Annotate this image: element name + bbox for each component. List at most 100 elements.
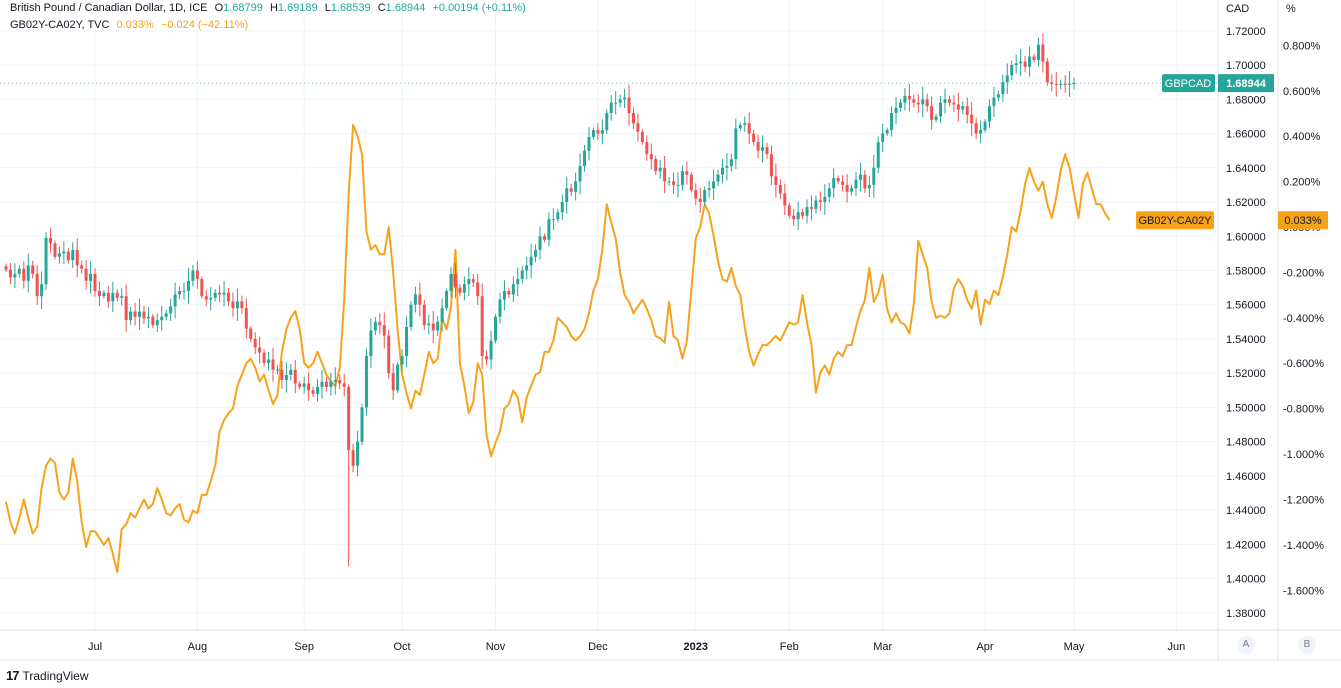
candle-body	[253, 338, 257, 348]
candle-body	[974, 123, 978, 134]
candle	[609, 95, 613, 121]
candle	[591, 127, 595, 140]
candle-body	[298, 383, 302, 387]
candle-body	[320, 381, 324, 387]
candle	[458, 284, 462, 297]
candle-body	[267, 359, 271, 363]
candle	[787, 202, 791, 219]
candle	[583, 145, 587, 172]
candle	[146, 306, 150, 329]
close-value: 1.68944	[385, 2, 426, 14]
candle-body	[511, 284, 515, 295]
candle	[556, 208, 560, 223]
candle-body	[912, 99, 916, 103]
candle	[195, 260, 199, 289]
candle-body	[293, 369, 297, 384]
candle	[80, 260, 84, 274]
candle-body	[556, 212, 560, 220]
candle	[841, 174, 845, 192]
candle-body	[1019, 61, 1023, 64]
candle-body	[881, 133, 885, 143]
candle	[97, 281, 101, 306]
candle	[17, 265, 21, 278]
candle	[934, 113, 938, 123]
candle	[155, 313, 159, 332]
candle	[689, 172, 693, 193]
candle-body	[534, 249, 538, 257]
candle	[858, 162, 862, 192]
candle	[649, 143, 653, 170]
candle-body	[885, 130, 889, 134]
candle	[311, 386, 315, 398]
candle-body	[952, 102, 956, 105]
candle	[227, 288, 231, 306]
candle	[987, 99, 991, 129]
candle-body	[565, 188, 569, 203]
candle	[391, 363, 395, 401]
candle	[867, 176, 871, 198]
candle	[778, 179, 782, 200]
candle	[854, 172, 858, 197]
auto-scale-button[interactable]: A	[1237, 636, 1255, 654]
left-axis-tick-label: 1.44000	[1226, 505, 1266, 517]
candle	[120, 288, 124, 306]
candle-body	[778, 184, 782, 194]
candle	[894, 97, 898, 124]
candle	[814, 195, 818, 214]
candle	[271, 347, 275, 382]
candle-body	[485, 356, 489, 360]
candle	[26, 253, 30, 293]
candle	[529, 243, 533, 279]
candle-body	[542, 236, 546, 240]
candle-body	[623, 97, 627, 100]
candle	[605, 109, 609, 134]
right-axis-tick-label: -0.800%	[1283, 404, 1324, 416]
candle	[316, 379, 320, 402]
candle	[129, 306, 133, 325]
right-axis-tick-label: -1.600%	[1283, 585, 1324, 597]
candle	[792, 209, 796, 226]
candle	[400, 349, 404, 372]
candle-body	[351, 450, 355, 466]
candle	[876, 136, 880, 174]
candle	[360, 403, 364, 446]
candle-body	[222, 292, 226, 295]
candle-body	[890, 112, 894, 131]
candle	[1036, 37, 1040, 67]
candle-body	[453, 273, 457, 288]
tradingview-logo-icon: 17	[6, 668, 20, 683]
candle	[872, 154, 876, 198]
candle	[462, 276, 466, 301]
candle	[551, 208, 555, 230]
candle-body	[49, 237, 53, 244]
candle-body	[516, 279, 520, 285]
x-axis-tick-label: Mar	[873, 641, 892, 653]
candle-body	[738, 124, 742, 129]
candle-body	[787, 205, 791, 216]
candle-body	[725, 166, 729, 168]
candle	[111, 281, 115, 313]
candle	[22, 261, 26, 289]
candle-body	[907, 95, 911, 100]
candle	[302, 376, 306, 394]
gbpcad-price-bg	[1218, 74, 1274, 93]
candle	[1072, 77, 1076, 90]
candle-body	[854, 179, 858, 189]
candle	[979, 120, 983, 144]
candle-body	[712, 181, 716, 189]
left-axis-tick-label: 1.38000	[1226, 608, 1266, 620]
candle	[133, 302, 137, 326]
high-label: H	[269, 2, 278, 14]
tradingview-brand[interactable]: 17 TradingView	[6, 668, 89, 683]
spread-last-value: 0.033%	[1284, 215, 1322, 227]
log-scale-button[interactable]: B	[1298, 636, 1316, 654]
candle	[413, 286, 417, 313]
candle-body	[729, 159, 733, 167]
candle-body	[160, 316, 164, 321]
candle	[1054, 72, 1058, 97]
candle	[89, 261, 93, 294]
candle-body	[57, 253, 61, 257]
candle-body	[939, 102, 943, 117]
candle	[912, 94, 916, 108]
